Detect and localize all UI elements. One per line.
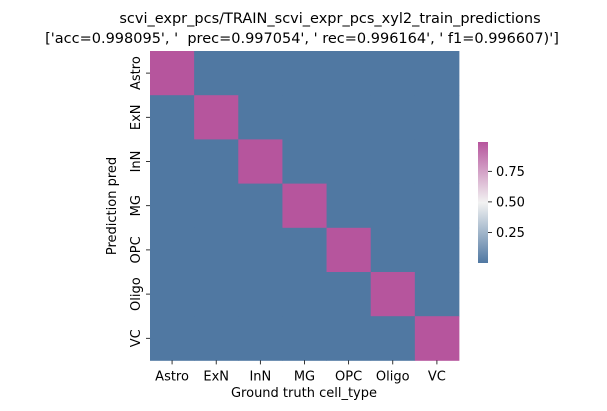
x-axis-label: Ground truth cell_type	[231, 386, 377, 401]
heatmap-cell	[326, 272, 372, 317]
heatmap-cell	[282, 227, 327, 273]
heatmap-cell	[370, 51, 416, 96]
heatmap-cell	[150, 272, 195, 317]
heatmap-cell	[414, 51, 460, 96]
colorbar	[478, 142, 488, 263]
x-tick-label: ExN	[203, 369, 229, 384]
heatmap-cell	[194, 316, 239, 361]
heatmap-cell	[326, 227, 372, 273]
heatmap-cell	[150, 183, 195, 229]
colorbar-ticks: 0.25 0.50 0.75	[488, 165, 525, 241]
x-tick-label: Oligo	[376, 369, 410, 384]
heatmap-cell	[238, 227, 283, 273]
heatmap-cell	[194, 183, 239, 229]
x-tick-label: MG	[294, 369, 315, 384]
heatmap-cell	[282, 51, 327, 96]
colorbar-tick-label: 0.25	[496, 226, 525, 241]
heatmap-cell	[326, 51, 372, 96]
heatmap-cell	[150, 95, 195, 140]
heatmap-cell	[194, 227, 239, 273]
y-tick-label: MG	[129, 195, 144, 216]
heatmap-cell	[326, 316, 372, 361]
chart-subtitle: ['acc=0.998095', ' prec=0.997054', ' rec…	[45, 31, 559, 47]
heatmap-cell	[150, 316, 195, 361]
heatmap-cell	[150, 51, 195, 96]
heatmap-cell	[326, 139, 372, 184]
heatmap-cell	[414, 139, 460, 184]
heatmap-cell	[370, 139, 416, 184]
heatmap-cell	[238, 183, 283, 229]
y-tick-labels: Astro ExN InN MG OPC Oligo VC	[129, 56, 150, 347]
x-tick-label: Astro	[155, 369, 189, 384]
heatmap-cell	[414, 272, 460, 317]
heatmap-cell	[150, 139, 195, 184]
heatmap-cell	[150, 227, 195, 273]
heatmap-cell	[194, 95, 239, 140]
x-tick-label: VC	[428, 369, 446, 384]
heatmap-cell	[370, 316, 416, 361]
heatmap-cell	[238, 95, 283, 140]
heatmap-cell	[370, 95, 416, 140]
colorbar-tick-label: 0.50	[496, 195, 525, 210]
heatmap-cell	[238, 139, 283, 184]
y-tick-label: InN	[129, 151, 144, 173]
heatmap-cell	[282, 95, 327, 140]
heatmap-cell	[414, 316, 460, 361]
y-tick-label: Astro	[129, 56, 144, 90]
heatmap-cells	[150, 51, 460, 361]
heatmap-cell	[370, 183, 416, 229]
heatmap-cell	[194, 51, 239, 96]
x-tick-label: OPC	[335, 369, 362, 384]
heatmap-cell	[238, 51, 283, 96]
heatmap-cell	[414, 95, 460, 140]
y-tick-label: Oligo	[129, 277, 144, 311]
heatmap-cell	[326, 95, 372, 140]
heatmap-cell	[194, 272, 239, 317]
y-tick-label: ExN	[129, 104, 144, 130]
chart-title: scvi_expr_pcs/TRAIN_scvi_expr_pcs_xyl2_t…	[119, 11, 540, 27]
heatmap-cell	[282, 183, 327, 229]
heatmap-cell	[282, 139, 327, 184]
heatmap-cell	[282, 316, 327, 361]
x-tick-label: InN	[249, 369, 271, 384]
heatmap-cell	[282, 272, 327, 317]
heatmap-cell	[326, 183, 372, 229]
heatmap-cell	[414, 183, 460, 229]
heatmap-cell	[238, 272, 283, 317]
heatmap-cell	[194, 139, 239, 184]
heatmap-cell	[370, 227, 416, 273]
heatmap-cell	[238, 316, 283, 361]
y-axis-label: Prediction pred	[105, 157, 120, 255]
y-tick-label: VC	[129, 329, 144, 347]
heatmap-cell	[370, 272, 416, 317]
y-tick-label: OPC	[129, 236, 144, 263]
x-tick-labels: Astro ExN InN MG OPC Oligo VC	[155, 360, 446, 384]
heatmap-cell	[414, 227, 460, 273]
colorbar-tick-label: 0.75	[496, 165, 525, 180]
